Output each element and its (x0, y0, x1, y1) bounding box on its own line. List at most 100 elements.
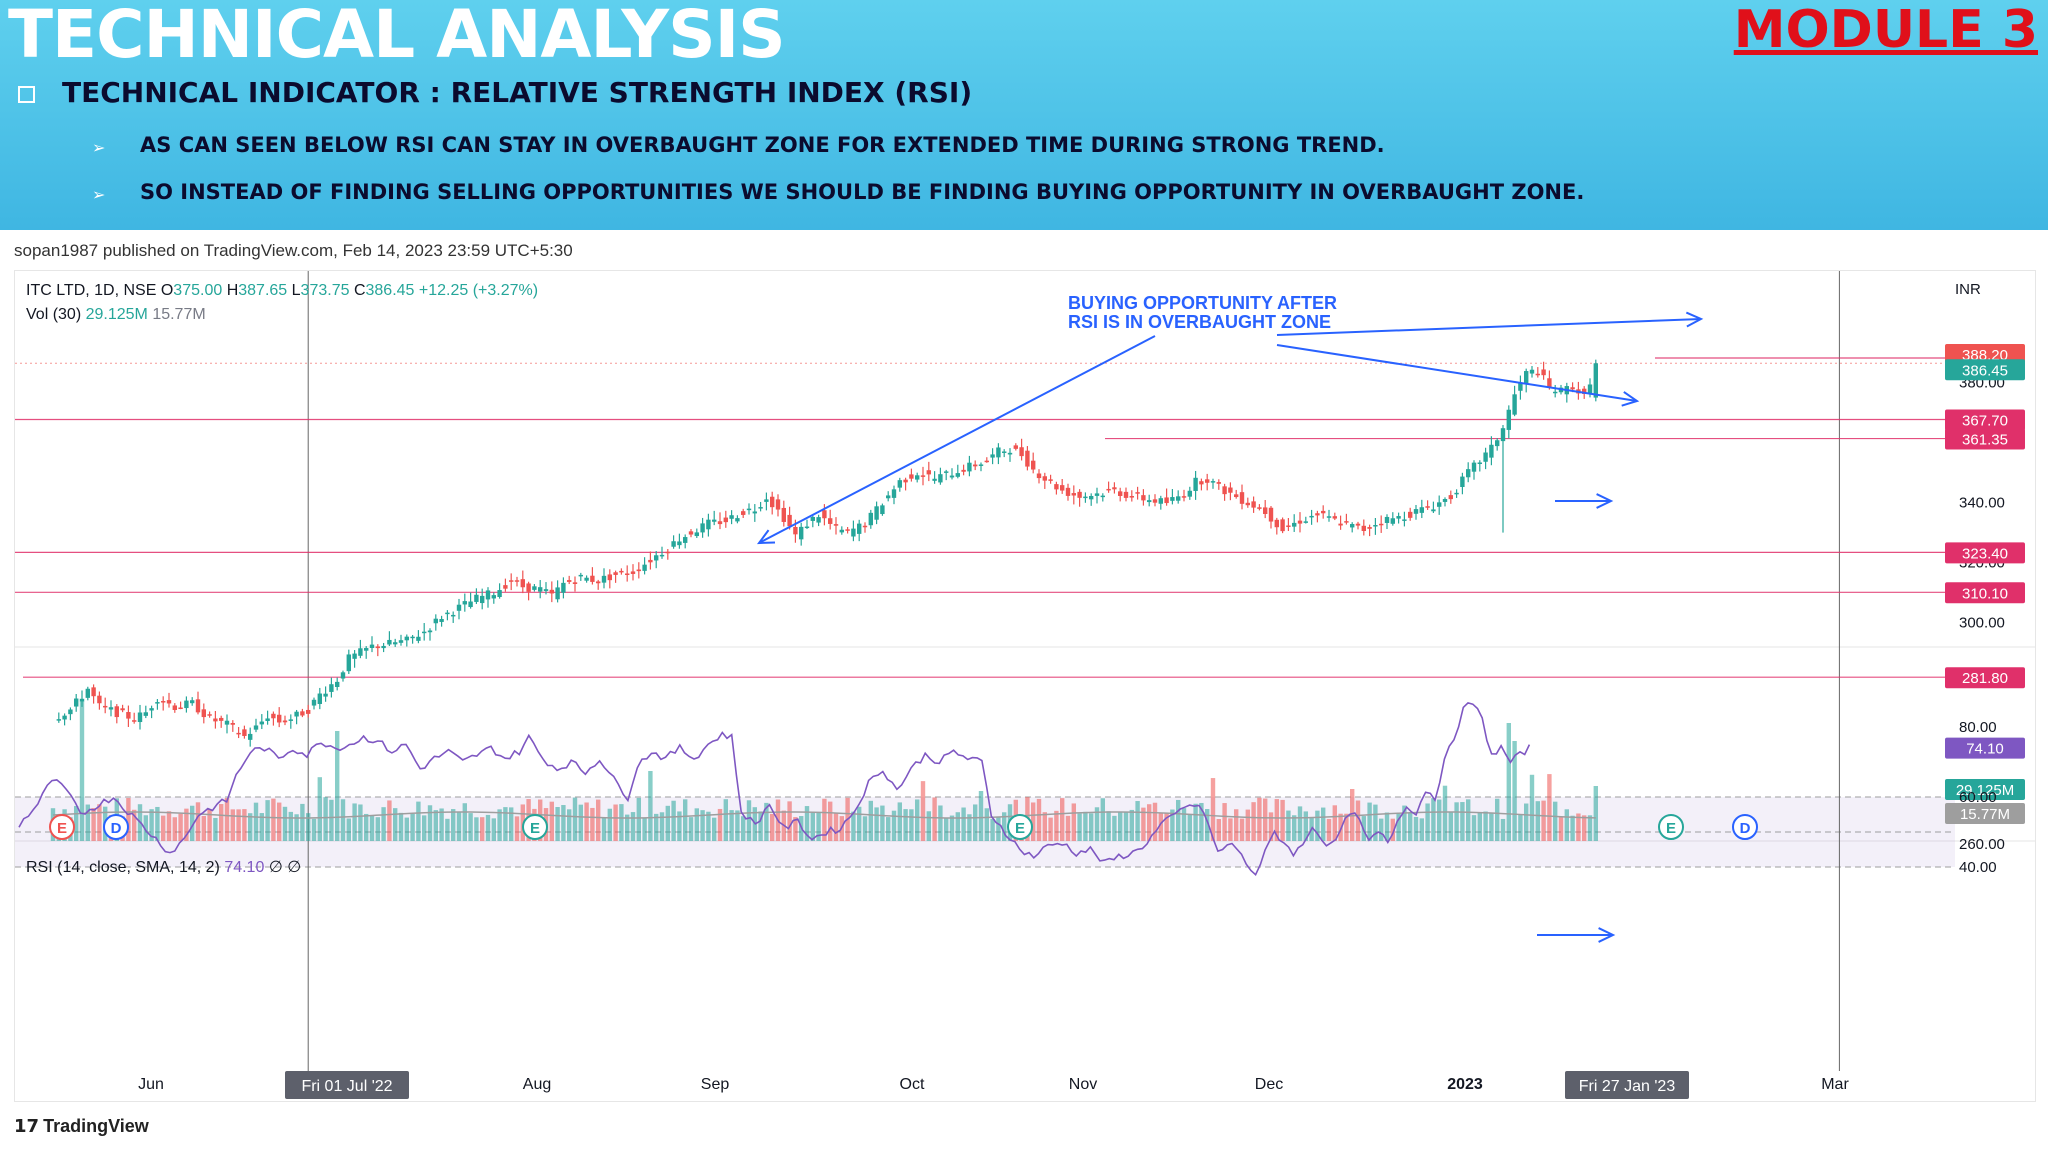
rsi-label-bg (1945, 737, 2025, 759)
candle-body (1477, 462, 1482, 464)
volume-bar (607, 808, 612, 841)
candle-body (1147, 500, 1152, 503)
candle-body (1141, 495, 1146, 501)
tradingview-logo[interactable]: 𝟭𝟳 TradingView (14, 1116, 149, 1137)
volume-bar (1500, 818, 1506, 841)
chart-area[interactable]: EDEEEDINR380.00340.00320.00300.00260.003… (14, 270, 2036, 1102)
candle-body (474, 594, 479, 602)
candle-body (282, 720, 288, 723)
candle-body (1060, 485, 1065, 491)
candle-body (178, 707, 183, 710)
vol-label: Vol (30) (26, 306, 82, 323)
candle-body (358, 648, 363, 656)
volume-bar (74, 806, 79, 841)
rsi-line (18, 702, 1531, 877)
volume-bar (793, 817, 798, 841)
annotation-arrowhead (1598, 927, 1616, 943)
candle-body (265, 718, 270, 722)
volume-bar (770, 813, 775, 841)
tradingview-wordmark: TradingView (43, 1116, 149, 1136)
candle-body (480, 595, 485, 604)
candle-body (996, 447, 1001, 458)
candle-body (271, 713, 276, 719)
candle-body (677, 541, 682, 546)
candle-body (1234, 494, 1239, 498)
volume-bar (1060, 798, 1065, 841)
volume-bar (323, 797, 328, 841)
candle-body (1495, 440, 1500, 447)
sub-title: TECHNICAL INDICATOR : RELATIVE STRENGTH … (62, 76, 973, 109)
candle-body (1361, 525, 1366, 531)
candle-body (735, 518, 740, 522)
candle-body (1286, 525, 1291, 527)
candle-body (990, 454, 995, 458)
candle-body (1280, 519, 1285, 532)
candle-body (509, 580, 514, 582)
volume-bar (172, 817, 177, 841)
volume-bar (178, 813, 183, 841)
volume-bar (1471, 815, 1477, 841)
volume-bar (219, 804, 224, 841)
volume-bar (1448, 811, 1453, 841)
candle-body (1106, 488, 1111, 491)
volume-bar (491, 818, 496, 841)
candle-body (799, 526, 804, 540)
volume-bar (741, 816, 746, 841)
volume-bar (1460, 802, 1465, 841)
vol-ma-value: 15.77M (152, 306, 206, 323)
candle-body (1071, 493, 1076, 496)
candle-body (1042, 476, 1047, 481)
volume-bar (659, 812, 665, 841)
volume-bar (282, 806, 288, 841)
volume-bar (625, 814, 630, 841)
candle-body (955, 473, 960, 477)
volume-bar (1286, 810, 1291, 841)
bullet-2: SO INSTEAD OF FINDING SELLING OPPORTUNIT… (140, 180, 1585, 204)
volume-bar (375, 817, 380, 841)
time-axis-label: Oct (900, 1076, 925, 1093)
volume-bar (590, 807, 595, 841)
volume-bar (897, 802, 902, 841)
event-marker-earnings (49, 814, 75, 840)
volume-bar (1402, 805, 1407, 841)
volume-bar (874, 807, 879, 841)
volume-bar (1558, 816, 1564, 841)
volume-bar (497, 809, 502, 841)
candle-body (793, 526, 798, 535)
volume-bar (1205, 809, 1210, 841)
candle-body (828, 518, 833, 524)
time-axis-label: 2023 (1447, 1076, 1483, 1093)
candle-body (1228, 487, 1233, 493)
currency-label: INR (1955, 281, 1981, 298)
volume-bar (712, 817, 717, 841)
candle-body (381, 645, 386, 649)
chart-svg[interactable]: EDEEEDINR380.00340.00320.00300.00260.003… (15, 271, 2035, 1101)
candle-body (880, 505, 885, 515)
candle-body (659, 554, 665, 557)
candle-body (137, 712, 143, 723)
candle-body (1390, 518, 1395, 524)
price-label: 29.125M (1956, 782, 2014, 799)
candle-body (236, 732, 241, 735)
annotation-arrow (1276, 344, 1638, 402)
candle-body (184, 700, 189, 709)
volume-bar (201, 816, 206, 841)
volume-bar (1390, 818, 1395, 841)
candle-body (1425, 506, 1430, 508)
volume-bar (456, 811, 462, 841)
volume-bar (358, 804, 363, 841)
candle-body (393, 642, 398, 645)
change-value: +12.25 (+3.27%) (418, 282, 539, 299)
candle-body (920, 475, 926, 477)
volume-bar (253, 802, 259, 841)
candle-body (1529, 369, 1535, 374)
volume-bar (619, 804, 624, 841)
volume-bar (1431, 798, 1436, 841)
volume-bar (259, 813, 264, 841)
candle-body (915, 475, 920, 480)
volume-bar (184, 808, 189, 841)
rsi-tick-label: 60.00 (1959, 789, 1997, 806)
volume-bar (1535, 801, 1540, 841)
candle-body (596, 581, 601, 584)
price-label: 15.77M (1960, 806, 2010, 823)
